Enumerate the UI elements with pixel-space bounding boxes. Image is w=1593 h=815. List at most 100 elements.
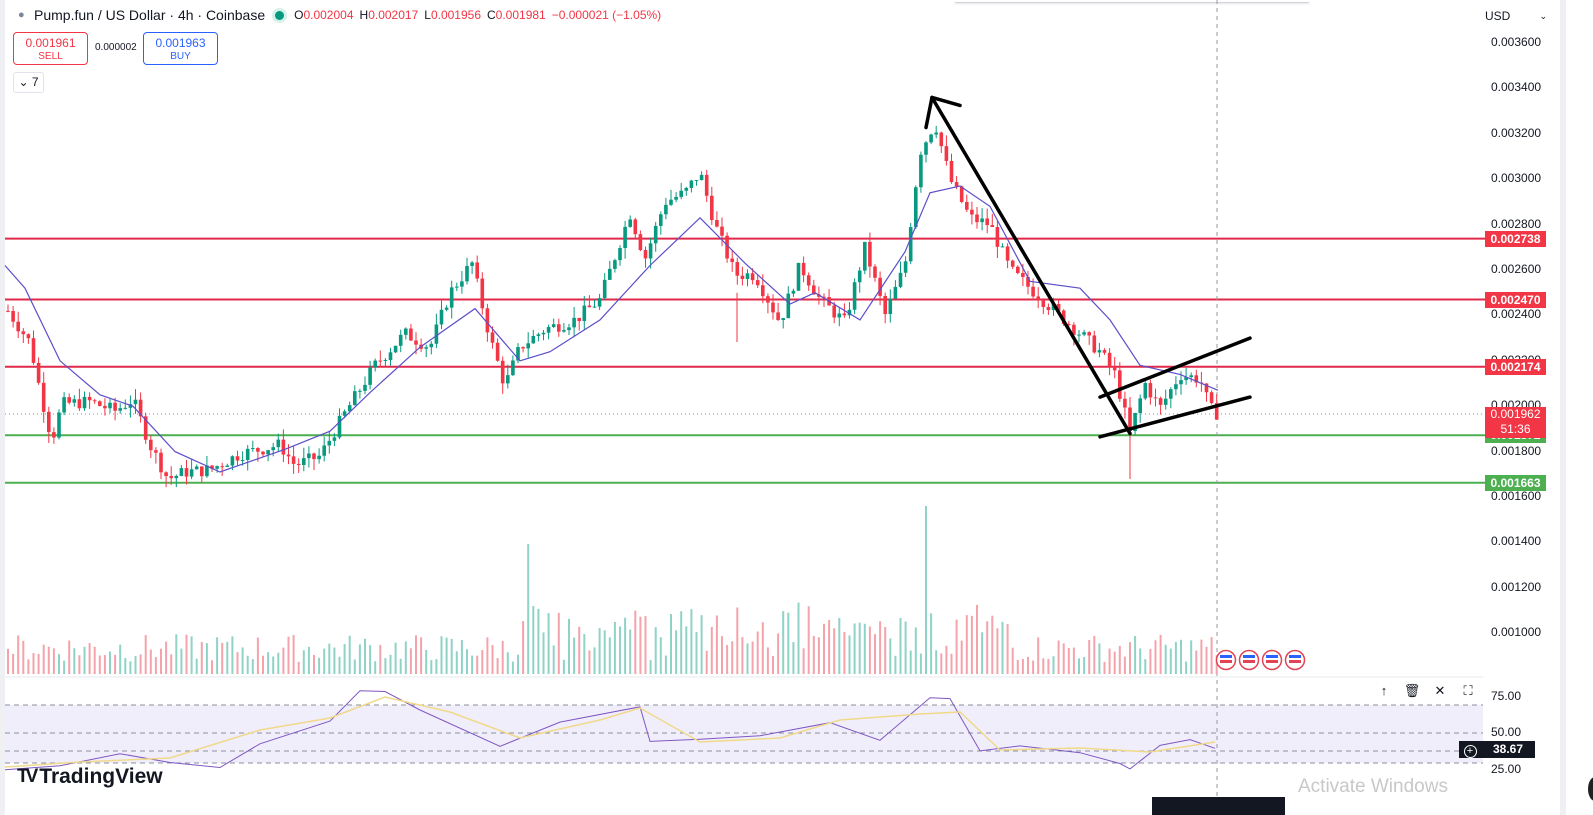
candle-body [1005,246,1010,261]
spread-value: 0.000002 [95,42,137,53]
volume-bar [761,622,764,674]
buy-button[interactable]: 0.001963 BUY [143,32,218,65]
plus-circle-icon: + [1463,745,1477,758]
candle-body [506,375,510,384]
candle-body [475,262,479,279]
volume-bar [1215,655,1218,674]
candle-body [745,273,750,280]
volume-bar [715,615,718,674]
volume-bar [1098,643,1101,674]
indicators-toggle-button[interactable]: ⌄ 7 [13,72,44,93]
volume-bar [935,650,938,674]
volume-bar [267,652,270,674]
volume-bar [180,648,183,674]
candle-body [1204,383,1209,393]
candle-body [429,343,434,348]
volume-bar [802,648,805,674]
window-right-edge [1560,0,1566,815]
volume-bar [664,655,667,674]
candle-body [786,293,791,319]
volume-bar [246,655,249,674]
candle-body [189,469,194,477]
candle-body [240,459,245,461]
market-status-icon[interactable] [275,10,285,20]
candle-body [480,278,485,309]
candle-body [490,332,495,343]
rsi-axis-tick: 25.00 [1491,762,1522,776]
delete-pane-icon[interactable]: 🗑 [1403,683,1421,698]
add-plus-button[interactable]: + [1459,741,1481,758]
candle-body [424,347,428,349]
candle-body [77,399,82,409]
volume-bar [42,644,45,674]
candle-body [643,250,648,259]
candle-body [322,445,326,456]
candle-body [455,286,459,288]
volume-bar [1210,637,1213,674]
candle-body [16,321,20,332]
volume-bar [695,632,698,674]
volume-bar [501,640,504,674]
currency-select[interactable]: USD ⌄ [1485,5,1555,27]
candle-body [235,456,240,461]
move-pane-up-icon[interactable]: ↑ [1380,683,1388,698]
collapse-pane-icon[interactable]: ✕ [1434,683,1446,698]
volume-bar [466,649,468,674]
volume-bar [965,615,968,674]
tradingview-mark-icon: TV [17,766,38,787]
volume-bar [506,652,509,674]
candle-body [128,404,133,408]
volume-bar [843,631,846,674]
volume-bar [272,656,275,674]
candle-body [281,439,286,455]
sell-button[interactable]: 0.001961 SELL [13,32,88,65]
volume-bar [593,647,596,674]
volume-bar [1021,658,1024,674]
candle-body [985,218,989,226]
volume-bar [792,642,795,674]
candle-body [368,367,372,385]
volume-bar [981,632,984,674]
volume-bar [624,617,627,674]
candle-body [470,262,474,266]
candle-body [577,317,581,322]
volume-bar [404,641,407,674]
volume-bar [292,634,295,674]
volume-bar [460,639,463,674]
volume-bar [919,653,922,674]
buy-price: 0.001963 [155,36,206,50]
volume-bar [588,650,591,674]
candle-body [715,220,719,227]
candle-body [587,305,592,308]
candle-body [679,190,683,197]
volume-bar [527,544,530,674]
volume-bar [552,645,555,674]
symbol-title[interactable]: Pump.fun / US Dollar · 4h · Coinbase [34,7,266,23]
volume-bar [1093,635,1096,674]
volume-bar [680,611,683,674]
volume-bar [894,655,897,674]
candle-body [1184,377,1188,381]
price-axis-tick: 0.002800 [1491,216,1542,231]
candle-body [500,360,505,384]
tradingview-logo[interactable]: TV TradingView [17,765,163,789]
candle-body [72,399,77,403]
volume-bar [323,648,326,674]
candle-body [740,275,745,280]
volume-bar [440,636,443,674]
volume-bar [486,637,489,674]
volume-bar [93,646,96,674]
volume-bar [522,621,525,674]
candle-body [1021,272,1025,278]
volume-bar [481,650,484,674]
price-axis-tick: 0.003200 [1491,125,1542,140]
candle-body [261,451,265,455]
candle-body [404,328,408,335]
volume-bar [1118,645,1121,674]
volume-bar [925,506,927,674]
maximize-pane-icon[interactable]: ⛶ [1463,683,1473,698]
candle-body [883,295,887,315]
candle-body [776,312,780,320]
candle-body [562,330,566,332]
